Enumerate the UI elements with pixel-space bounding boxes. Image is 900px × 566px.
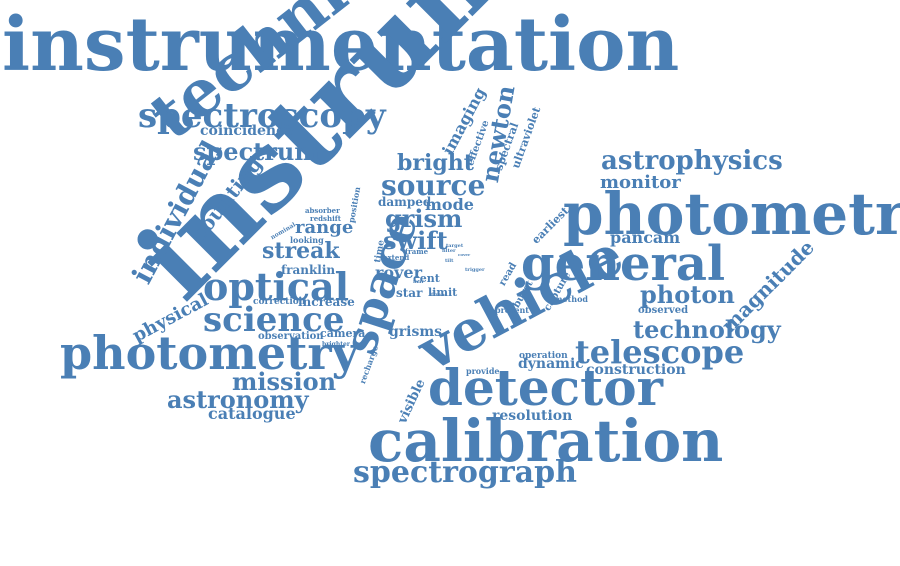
word-calibration: calibration <box>368 407 724 475</box>
word-streak: streak <box>262 238 340 264</box>
word-general: general <box>521 236 726 292</box>
word-target: target <box>446 243 464 249</box>
word-science: science <box>203 300 345 340</box>
word-spectrum: spectrum <box>193 137 320 166</box>
word-instrumentation: instrumentation <box>2 2 680 88</box>
word-coincidence: coincidence <box>200 123 294 139</box>
word-looking: looking <box>290 235 324 245</box>
word-grisms: grisms <box>389 324 443 340</box>
word-resolution: resolution <box>492 408 573 424</box>
word-astrophysics: astrophysics <box>601 146 783 176</box>
word-detector: detector <box>428 358 663 417</box>
word-frame: frame <box>405 247 429 256</box>
word-source: source <box>381 169 486 202</box>
word-mission: mission <box>232 367 337 396</box>
word-franklin: franklin <box>281 263 336 277</box>
word-increase: increase <box>298 295 355 309</box>
word-mar: mar <box>413 279 425 285</box>
word-observed: observed <box>638 305 689 316</box>
word-cover: cover <box>458 252 471 257</box>
word-grism: grism <box>385 204 463 233</box>
word-rover: rover <box>375 263 423 282</box>
word-photometric: photometric <box>563 180 900 248</box>
word-spectrograph: spectrograph <box>353 455 577 490</box>
word-bright: bright <box>397 150 474 176</box>
word-limit: limit <box>428 286 458 299</box>
word-dynamic: dynamic <box>518 356 584 372</box>
word-mode: mode <box>425 195 474 214</box>
word-construction: construction <box>586 362 686 378</box>
word-catalogue: catalogue <box>208 404 296 423</box>
word-astronomy: astronomy <box>167 385 309 414</box>
word-optical: optical <box>203 264 350 309</box>
word-telescope: telescope <box>575 333 745 371</box>
word-filter: filter <box>442 248 456 254</box>
word-technology: technology <box>633 315 781 344</box>
word-damped: damped <box>378 195 432 209</box>
word-brighter: brighter <box>322 341 350 348</box>
word-photon: photon <box>640 280 735 309</box>
word-pancam: pancam <box>610 228 681 247</box>
word-method: method <box>554 294 588 304</box>
word-range: range <box>295 217 354 238</box>
word-operation: operation <box>519 351 568 361</box>
word-photometry: photometry <box>60 326 359 380</box>
word-tilt: tilt <box>445 258 454 264</box>
word-swift: swift <box>383 226 448 255</box>
word-star: star <box>396 286 423 300</box>
word-trigger: trigger <box>465 267 485 273</box>
word-cent: cent <box>413 272 440 285</box>
word-spectroscopy: spectroscopy <box>138 96 386 136</box>
word-frmac: frmac <box>431 292 448 298</box>
word-observation: observation <box>258 331 324 342</box>
word-monitor: monitor <box>600 172 681 193</box>
word-provide: provide <box>466 366 500 376</box>
word-redshift: redshift <box>310 214 341 223</box>
word-correction: correction <box>253 297 306 307</box>
word-position: position <box>346 186 363 224</box>
word-absorber: absorber <box>305 206 340 215</box>
word-camera: camera <box>320 327 366 340</box>
word-present: present <box>495 305 530 315</box>
word-extend: extend <box>383 253 410 262</box>
